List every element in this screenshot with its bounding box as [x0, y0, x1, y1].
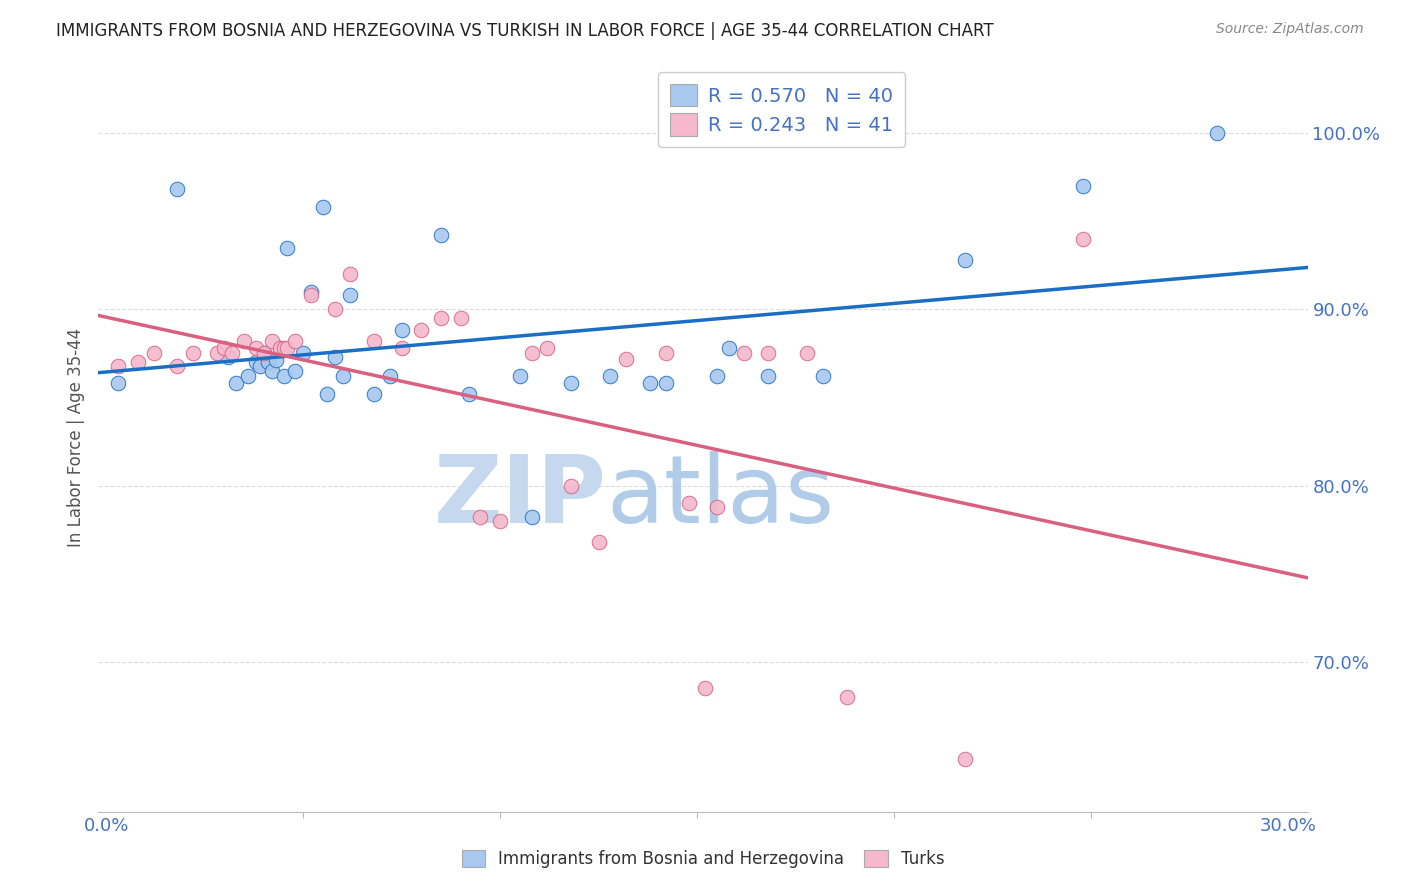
- Text: atlas: atlas: [606, 451, 835, 543]
- Point: [796, 346, 818, 360]
- Point: [142, 346, 165, 360]
- Point: [260, 334, 283, 348]
- Point: [706, 500, 728, 514]
- Text: IMMIGRANTS FROM BOSNIA AND HERZEGOVINA VS TURKISH IN LABOR FORCE | AGE 35-44 COR: IMMIGRANTS FROM BOSNIA AND HERZEGOVINA V…: [56, 22, 994, 40]
- Point: [391, 341, 413, 355]
- Point: [284, 364, 307, 378]
- Point: [107, 359, 129, 373]
- Legend: R = 0.570   N = 40, R = 0.243   N = 41: R = 0.570 N = 40, R = 0.243 N = 41: [658, 72, 905, 147]
- Point: [323, 302, 346, 317]
- Point: [811, 369, 834, 384]
- Point: [378, 369, 401, 384]
- Point: [269, 341, 291, 355]
- Point: [363, 334, 385, 348]
- Point: [253, 346, 276, 360]
- Point: [560, 376, 582, 391]
- Point: [264, 353, 287, 368]
- Point: [560, 478, 582, 492]
- Point: [654, 376, 676, 391]
- Point: [205, 346, 228, 360]
- Point: [166, 359, 188, 373]
- Point: [312, 200, 335, 214]
- Text: ZIP: ZIP: [433, 451, 606, 543]
- Point: [292, 346, 315, 360]
- Point: [107, 376, 129, 391]
- Point: [430, 228, 453, 243]
- Point: [339, 267, 361, 281]
- Point: [1071, 178, 1094, 193]
- Point: [588, 535, 610, 549]
- Y-axis label: In Labor Force | Age 35-44: In Labor Force | Age 35-44: [67, 327, 86, 547]
- Point: [733, 346, 755, 360]
- Point: [599, 369, 621, 384]
- Point: [756, 346, 779, 360]
- Point: [214, 341, 236, 355]
- Point: [245, 341, 267, 355]
- Point: [470, 510, 492, 524]
- Point: [489, 514, 512, 528]
- Point: [430, 311, 453, 326]
- Point: [756, 369, 779, 384]
- Point: [225, 376, 247, 391]
- Point: [273, 369, 295, 384]
- Point: [299, 285, 322, 299]
- Point: [260, 364, 283, 378]
- Point: [411, 323, 433, 337]
- Point: [253, 346, 276, 360]
- Point: [276, 341, 298, 355]
- Point: [1071, 232, 1094, 246]
- Point: [717, 341, 740, 355]
- Point: [256, 355, 278, 369]
- Point: [614, 351, 637, 366]
- Point: [835, 690, 858, 705]
- Point: [236, 369, 259, 384]
- Point: [363, 387, 385, 401]
- Point: [457, 387, 479, 401]
- Point: [1206, 126, 1229, 140]
- Point: [693, 681, 716, 696]
- Point: [953, 752, 976, 766]
- Point: [520, 510, 543, 524]
- Point: [233, 334, 256, 348]
- Point: [332, 369, 354, 384]
- Legend: Immigrants from Bosnia and Herzegovina, Turks: Immigrants from Bosnia and Herzegovina, …: [456, 843, 950, 875]
- Point: [654, 346, 676, 360]
- Point: [127, 355, 149, 369]
- Point: [181, 346, 204, 360]
- Point: [249, 359, 271, 373]
- Point: [273, 341, 295, 355]
- Point: [299, 288, 322, 302]
- Point: [166, 182, 188, 196]
- Text: Source: ZipAtlas.com: Source: ZipAtlas.com: [1216, 22, 1364, 37]
- Point: [706, 369, 728, 384]
- Point: [284, 334, 307, 348]
- Point: [678, 496, 700, 510]
- Point: [391, 323, 413, 337]
- Point: [509, 369, 531, 384]
- Point: [953, 252, 976, 267]
- Point: [315, 387, 337, 401]
- Point: [450, 311, 472, 326]
- Point: [638, 376, 661, 391]
- Point: [520, 346, 543, 360]
- Point: [276, 241, 298, 255]
- Point: [217, 350, 239, 364]
- Point: [536, 341, 558, 355]
- Point: [245, 355, 267, 369]
- Point: [339, 288, 361, 302]
- Point: [323, 350, 346, 364]
- Point: [269, 341, 291, 355]
- Point: [221, 346, 243, 360]
